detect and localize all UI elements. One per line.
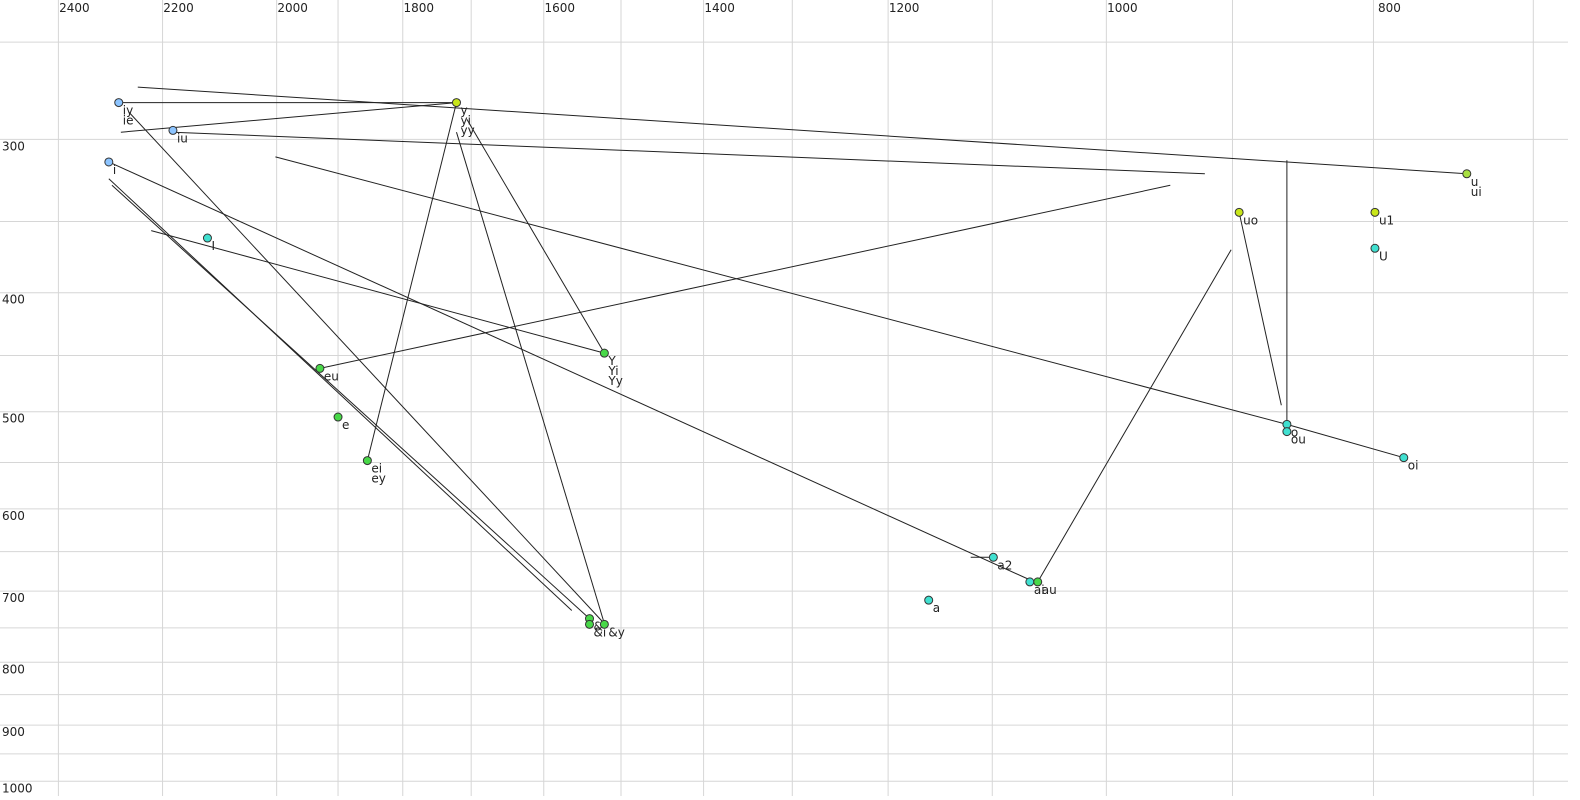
vowel-point <box>599 348 609 358</box>
vowel-point <box>1025 577 1035 587</box>
x-tick-label: 1400 <box>704 1 735 15</box>
vowel-label: ey <box>371 472 385 486</box>
vowel-point <box>168 125 178 135</box>
trajectory <box>120 102 457 133</box>
vowel-label: yi <box>460 114 470 128</box>
vowel-label: au <box>1042 583 1057 597</box>
vowel-point <box>988 552 998 562</box>
y-tick-label: 1000 <box>2 781 33 795</box>
trajectory <box>456 132 605 624</box>
vowel-label: U <box>1379 249 1388 263</box>
y-tick-label: 700 <box>2 591 25 605</box>
vowel-point <box>1282 427 1292 437</box>
trajectory <box>275 156 1288 425</box>
vowel-point <box>114 98 124 108</box>
vowel-point <box>104 157 114 167</box>
vowel-label: I <box>211 239 215 253</box>
vowel-label: ie <box>123 114 134 128</box>
vowel-point <box>585 619 595 629</box>
vowel-label: iu <box>177 131 188 145</box>
vowel-label: ui <box>1471 185 1482 199</box>
trajectory <box>151 230 605 354</box>
y-tick-label: 300 <box>2 139 25 153</box>
vowel-point <box>1234 207 1244 217</box>
vowel-label: y <box>460 104 467 118</box>
y-tick-label: 600 <box>2 509 25 523</box>
vowel-label: Yi <box>607 364 618 378</box>
x-tick-label: 800 <box>1378 1 1401 15</box>
vowel-label: eu <box>324 369 339 383</box>
x-tick-label: 2400 <box>59 1 90 15</box>
vowel-label: a2 <box>997 558 1012 572</box>
vowel-label: o <box>1291 425 1298 439</box>
vowel-point <box>1033 577 1043 587</box>
vowel-label: e <box>342 418 349 432</box>
trajectory <box>319 184 1171 369</box>
vowel-point <box>1370 207 1380 217</box>
y-tick-label: 500 <box>2 412 25 426</box>
vowel-point <box>451 98 461 108</box>
vowel-label: u <box>1471 175 1479 189</box>
vowel-label: Y <box>607 354 616 368</box>
vowel-point <box>924 595 934 605</box>
trajectory <box>108 161 1035 583</box>
vowel-label: &i <box>594 625 607 639</box>
vowel-label: yy <box>460 124 474 138</box>
vowel-label: ai <box>1034 583 1045 597</box>
vowel-label: ei <box>371 462 382 476</box>
vowel-point <box>362 456 372 466</box>
vowel-label: ou <box>1291 433 1306 447</box>
trajectory <box>1037 249 1232 583</box>
vowel-point <box>202 233 212 243</box>
vowel-label: &y <box>608 625 624 639</box>
y-tick-label: 400 <box>2 293 25 307</box>
vowel-point <box>1462 169 1472 179</box>
trajectory <box>128 111 605 624</box>
y-tick-label: 800 <box>2 662 25 676</box>
trajectory <box>108 178 573 611</box>
vowel-point <box>1399 453 1409 463</box>
x-tick-label: 2000 <box>277 1 308 15</box>
x-tick-label: 1800 <box>403 1 434 15</box>
vowel-point <box>333 412 343 422</box>
trajectory <box>1238 212 1282 406</box>
trajectory <box>1286 423 1404 459</box>
vowel-label: i <box>113 163 116 177</box>
y-tick-label: 900 <box>2 725 25 739</box>
trajectory <box>366 102 457 461</box>
vowel-label: a <box>933 601 940 615</box>
vowel-label: iy <box>123 104 133 118</box>
x-tick-label: 1000 <box>1107 1 1138 15</box>
vowel-point <box>1370 243 1380 253</box>
trajectory <box>466 119 605 354</box>
trajectory <box>172 131 1205 175</box>
trajectory <box>137 86 1467 175</box>
x-tick-label: 2200 <box>163 1 194 15</box>
vowel-label: u1 <box>1379 213 1394 227</box>
vowel-label: uo <box>1243 213 1258 227</box>
vowel-point <box>599 619 609 629</box>
trajectory <box>111 184 590 619</box>
x-tick-label: 1200 <box>889 1 920 15</box>
vowel-label: Yy <box>607 374 622 388</box>
vowel-point <box>315 363 325 373</box>
x-tick-label: 1600 <box>544 1 575 15</box>
vowel-label: oi <box>1408 459 1419 473</box>
vowel-label: & <box>594 620 603 634</box>
